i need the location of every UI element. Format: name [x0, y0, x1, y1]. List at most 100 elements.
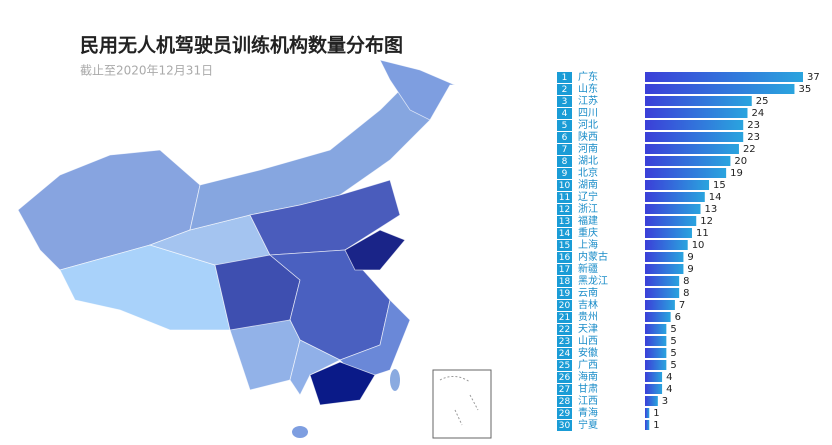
category-label: 河北 [578, 119, 598, 131]
rank-badge [557, 312, 572, 323]
bar [645, 396, 658, 406]
chart-title: 民用无人机驾驶员训练机构数量分布图 [80, 34, 403, 57]
bar [645, 228, 692, 238]
rank-label: 15 [559, 241, 570, 251]
rank-label: 23 [559, 337, 570, 347]
bar [645, 348, 667, 358]
value-label: 8 [683, 288, 689, 299]
value-label: 3 [662, 396, 668, 407]
rank-label: 29 [559, 409, 571, 419]
rank-badge [557, 204, 572, 215]
rank-label: 6 [562, 133, 568, 143]
bar [645, 168, 727, 178]
bar [645, 336, 667, 346]
value-label: 5 [670, 348, 676, 359]
value-label: 10 [692, 240, 705, 251]
rank-label: 1 [562, 73, 568, 83]
bar [645, 360, 667, 370]
chart-subtitle: 截止至2020年12月31日 [80, 64, 213, 78]
rank-badge [557, 372, 572, 383]
bar [645, 204, 701, 214]
rank-label: 11 [559, 193, 570, 203]
category-label: 江西 [578, 395, 598, 407]
value-label: 13 [705, 204, 718, 215]
value-label: 19 [730, 168, 743, 179]
bar [645, 264, 684, 274]
category-label: 山东 [578, 82, 598, 95]
rank-badge [557, 408, 572, 419]
rank-badge [557, 84, 572, 95]
rank-badge [557, 156, 572, 167]
rank-badge [557, 336, 572, 347]
bar [645, 240, 688, 250]
rank-badge [557, 396, 572, 407]
rank-label: 10 [559, 181, 571, 191]
rank-label: 20 [559, 301, 571, 311]
rank-label: 27 [559, 385, 570, 395]
bar [645, 192, 705, 202]
rank-label: 19 [559, 289, 571, 299]
bar [645, 144, 739, 154]
bar [645, 120, 744, 130]
category-label: 广东 [578, 70, 598, 83]
value-label: 35 [798, 84, 811, 95]
rank-label: 24 [559, 349, 571, 359]
value-label: 5 [670, 360, 676, 371]
rank-badge [557, 264, 572, 275]
bar [645, 312, 671, 322]
bar [645, 324, 667, 334]
rank-badge [557, 132, 572, 143]
bar [645, 252, 684, 262]
rank-badge [557, 276, 572, 287]
bar [645, 420, 650, 430]
category-label: 河南 [578, 142, 598, 155]
value-label: 20 [734, 156, 747, 167]
category-label: 陕西 [578, 130, 598, 143]
value-label: 9 [687, 264, 693, 275]
rank-label: 17 [559, 265, 570, 275]
rank-badge [557, 120, 572, 131]
bar [645, 384, 663, 394]
value-label: 24 [751, 108, 764, 119]
bar [645, 276, 680, 286]
category-label: 甘肃 [578, 382, 598, 395]
category-label: 新疆 [578, 262, 598, 275]
rank-badge [557, 216, 572, 227]
bar [645, 408, 650, 418]
category-label: 上海 [578, 238, 598, 251]
bar [645, 180, 710, 190]
rank-badge [557, 228, 572, 239]
value-label: 4 [666, 384, 672, 395]
rank-badge [557, 384, 572, 395]
category-label: 福建 [578, 214, 598, 227]
rank-label: 21 [559, 313, 570, 323]
rank-badge [557, 252, 572, 263]
rank-label: 25 [559, 361, 570, 371]
bar [645, 288, 680, 298]
rank-label: 5 [562, 121, 568, 131]
value-label: 9 [687, 252, 693, 263]
rank-label: 28 [559, 397, 571, 407]
rank-label: 7 [562, 145, 568, 155]
value-label: 4 [666, 372, 672, 383]
rank-label: 9 [562, 169, 568, 179]
rank-badge [557, 168, 572, 179]
category-label: 贵州 [578, 310, 598, 323]
map [17, 59, 492, 439]
value-label: 8 [683, 276, 689, 287]
value-label: 23 [747, 120, 760, 131]
category-label: 江苏 [578, 94, 598, 107]
rank-label: 14 [559, 229, 571, 239]
rank-label: 22 [559, 325, 570, 335]
category-label: 吉林 [578, 298, 598, 311]
category-label: 云南 [578, 286, 598, 299]
bar [645, 156, 731, 166]
value-label: 23 [747, 132, 760, 143]
bar [645, 216, 697, 226]
rank-badge [557, 180, 572, 191]
rank-badge [557, 288, 572, 299]
rank-badge [557, 96, 572, 107]
category-label: 青海 [578, 406, 598, 419]
value-label: 14 [709, 192, 722, 203]
value-label: 6 [675, 312, 681, 323]
